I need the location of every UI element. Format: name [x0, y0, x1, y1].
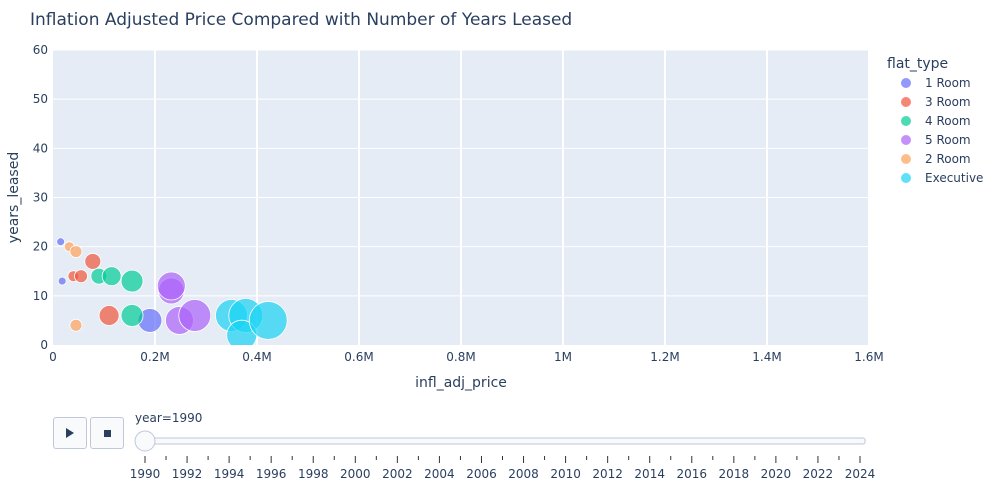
slider-tick-label: 2002: [382, 467, 413, 481]
legend-item-label: 1 Room: [925, 76, 971, 90]
data-point: [156, 271, 186, 301]
x-tick-label: 0.6M: [344, 350, 373, 364]
x-axis-title: infl_adj_price: [415, 375, 507, 391]
data-point: [69, 245, 83, 258]
slider-tick-label: 2006: [466, 467, 497, 481]
y-tick-label: 50: [33, 92, 48, 106]
slider-tick-label: 1996: [256, 467, 287, 481]
slider-tick-label: 2004: [424, 467, 455, 481]
data-points: [56, 237, 288, 345]
y-tick-label: 40: [33, 141, 48, 155]
data-point: [57, 276, 67, 286]
slider-tick-label: 2014: [634, 467, 665, 481]
stop-button[interactable]: [90, 417, 124, 449]
slider-tick-label: 1990: [130, 467, 161, 481]
y-tick-label: 0: [40, 338, 48, 352]
x-tick-label: 1.6M: [854, 350, 883, 364]
y-axis-title: years_leased: [6, 152, 22, 243]
y-tick-label: 60: [33, 43, 48, 57]
legend-item-label: 2 Room: [925, 152, 971, 166]
x-tick-label: 0.4M: [242, 350, 271, 364]
play-icon: [66, 428, 74, 438]
slider-tick-label: 2012: [592, 467, 623, 481]
slider-rail: [139, 437, 866, 445]
data-point: [120, 269, 144, 293]
legend-marker: [901, 154, 911, 164]
x-tick-label: 0.2M: [140, 350, 169, 364]
legend-marker: [901, 173, 911, 183]
slider-tick-label: 1994: [214, 467, 245, 481]
slider-handle[interactable]: [134, 430, 156, 452]
legend-item-label: 5 Room: [925, 133, 971, 147]
data-point: [101, 266, 122, 287]
legend-item-label: 3 Room: [925, 95, 971, 109]
y-tick-label: 30: [33, 191, 48, 205]
slider-tick-label: 2024: [845, 467, 876, 481]
legend-item-label: 4 Room: [925, 114, 971, 128]
play-button[interactable]: [53, 417, 87, 449]
slider-tick-label: 1992: [172, 467, 203, 481]
slider-current-value: year=1990: [135, 411, 203, 425]
data-point: [178, 299, 212, 332]
legend-marker: [901, 116, 911, 126]
data-point: [84, 253, 102, 270]
data-point: [56, 237, 66, 247]
legend-title: flat_type: [887, 56, 948, 72]
slider-tick-label: 2022: [803, 467, 834, 481]
slider-tick-label: 2000: [340, 467, 371, 481]
data-point: [98, 305, 120, 326]
legend-marker: [901, 78, 911, 88]
legend-marker: [901, 97, 911, 107]
slider-tick-label: 2016: [676, 467, 707, 481]
data-point: [69, 318, 83, 332]
x-tick-label: 0: [49, 350, 57, 364]
y-tick-label: 10: [33, 289, 48, 303]
x-tick-label: 1M: [554, 350, 572, 364]
legend-marker: [901, 135, 911, 145]
chart-title: Inflation Adjusted Price Compared with N…: [30, 10, 572, 30]
stop-icon: [103, 429, 111, 437]
x-tick-label: 1.4M: [752, 350, 781, 364]
x-tick-label: 1.2M: [650, 350, 679, 364]
slider-tick-label: 1998: [298, 467, 329, 481]
slider-tick-label: 2010: [550, 467, 581, 481]
slider-tick-label: 2020: [761, 467, 792, 481]
legend-item-label: Executive: [925, 171, 983, 185]
data-point: [248, 301, 288, 340]
data-point: [74, 269, 88, 284]
y-tick-label: 20: [33, 240, 48, 254]
slider-tick-label: 2018: [719, 467, 750, 481]
x-tick-label: 0.8M: [446, 350, 475, 364]
slider-tick-label: 2008: [508, 467, 539, 481]
data-point: [120, 304, 144, 327]
